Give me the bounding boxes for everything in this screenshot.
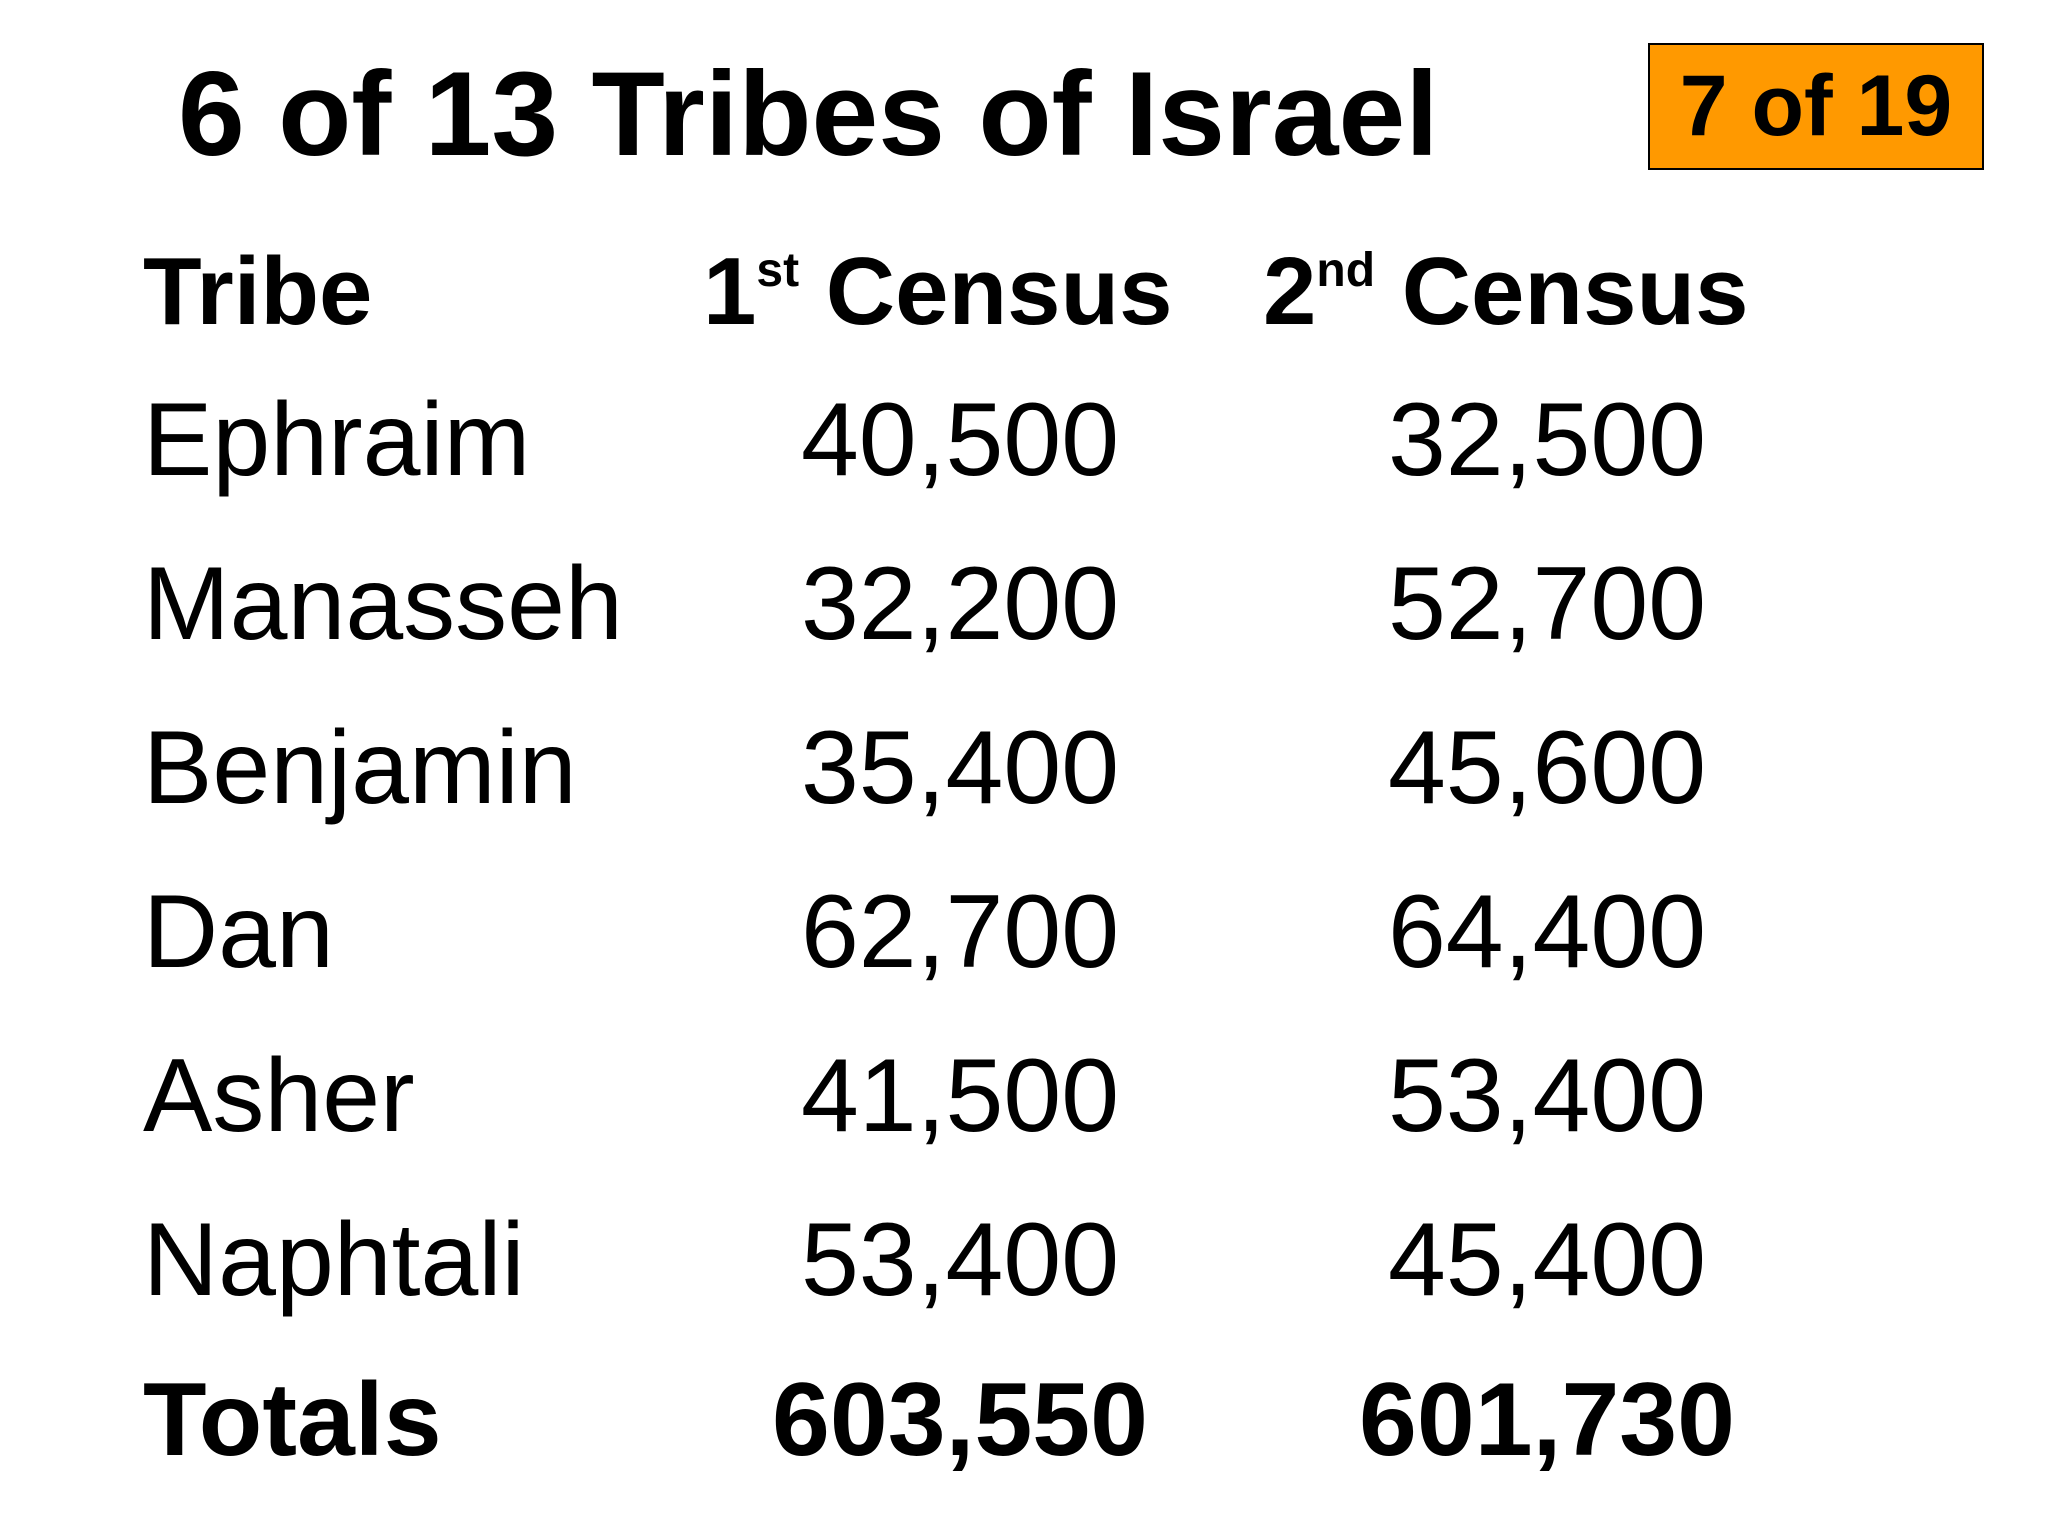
header-second-word: Census bbox=[1401, 238, 1749, 345]
second-census-value: 64,400 bbox=[1387, 874, 1707, 990]
first-census-value: 35,400 bbox=[800, 710, 1120, 826]
first-census-value: 41,500 bbox=[800, 1038, 1120, 1154]
header-first-word: Census bbox=[825, 238, 1173, 345]
totals-row: Totals 603,550 601,730 bbox=[0, 1350, 2048, 1490]
second-census-total: 601,730 bbox=[1359, 1362, 1735, 1478]
second-census-value: 45,600 bbox=[1387, 710, 1707, 826]
header-second-ordinal: nd bbox=[1316, 244, 1376, 297]
tribe-name: Benjamin bbox=[143, 710, 577, 826]
header-first-census: 1st Census bbox=[703, 222, 1173, 362]
tribe-name: Ephraim bbox=[143, 382, 531, 498]
header-first-number: 1 bbox=[703, 238, 757, 345]
second-census-value: 52,700 bbox=[1387, 546, 1707, 662]
table-row: Asher 41,500 53,400 bbox=[0, 1026, 2048, 1166]
table-row: Manasseh 32,200 52,700 bbox=[0, 534, 2048, 674]
second-census-value: 53,400 bbox=[1387, 1038, 1707, 1154]
table-row: Dan 62,700 64,400 bbox=[0, 862, 2048, 1002]
table-header-row: Tribe 1st Census 2nd Census bbox=[0, 222, 2048, 362]
totals-label: Totals bbox=[143, 1362, 442, 1478]
first-census-value: 32,200 bbox=[800, 546, 1120, 662]
first-census-value: 53,400 bbox=[800, 1202, 1120, 1318]
tribe-name: Asher bbox=[143, 1038, 415, 1154]
slide-counter-badge: 7 of 19 bbox=[1648, 43, 1984, 170]
header-tribe: Tribe bbox=[143, 238, 373, 345]
table-row: Benjamin 35,400 45,600 bbox=[0, 698, 2048, 838]
header-second-number: 2 bbox=[1263, 238, 1317, 345]
header-second-census: 2nd Census bbox=[1263, 222, 1748, 362]
tribe-name: Dan bbox=[143, 874, 334, 990]
first-census-total: 603,550 bbox=[772, 1362, 1148, 1478]
slide-counter-text: 7 of 19 bbox=[1679, 58, 1953, 154]
tribe-name: Manasseh bbox=[143, 546, 623, 662]
slide-title: 6 of 13 Tribes of Israel bbox=[178, 47, 1439, 181]
header-first-ordinal: st bbox=[756, 244, 800, 297]
second-census-value: 32,500 bbox=[1387, 382, 1707, 498]
first-census-value: 40,500 bbox=[800, 382, 1120, 498]
table-row: Naphtali 53,400 45,400 bbox=[0, 1190, 2048, 1330]
table-row: Ephraim 40,500 32,500 bbox=[0, 370, 2048, 510]
tribe-name: Naphtali bbox=[143, 1202, 525, 1318]
second-census-value: 45,400 bbox=[1387, 1202, 1707, 1318]
first-census-value: 62,700 bbox=[800, 874, 1120, 990]
